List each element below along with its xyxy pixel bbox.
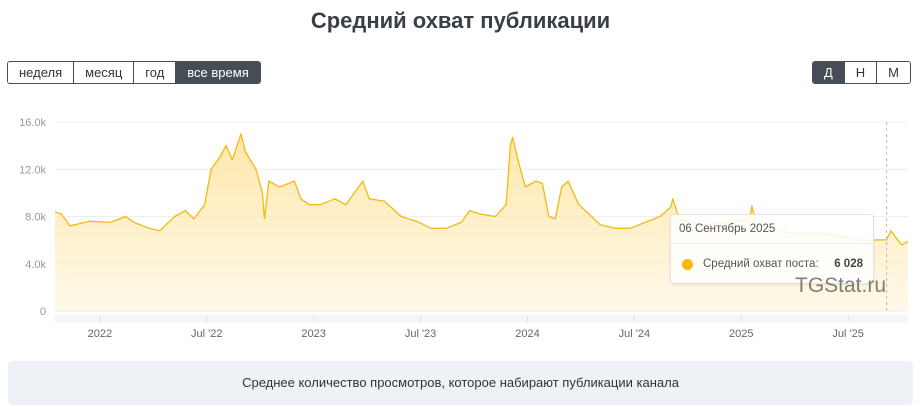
- y-tick-label: 0: [40, 306, 46, 318]
- x-tick-label: Jul '23: [405, 328, 436, 340]
- tooltip-separator: [671, 243, 873, 244]
- tooltip-series-name: Средний охват поста:: [703, 258, 819, 270]
- switch-button[interactable]: неделя: [8, 62, 74, 83]
- switch-button[interactable]: Н: [843, 62, 877, 83]
- tooltip: 06 Сентябрь 2025 Средний охват поста: 6 …: [670, 214, 874, 284]
- switch-button[interactable]: год: [133, 62, 176, 83]
- switch-button[interactable]: М: [876, 62, 910, 83]
- period-switch: неделя месяц год все время: [7, 61, 261, 84]
- chart-title: Средний охват публикации: [310, 8, 611, 33]
- switch-button[interactable]: месяц: [73, 62, 134, 83]
- y-tick-label: 4.0k: [25, 259, 46, 271]
- tooltip-value: 6 028: [834, 258, 863, 270]
- y-tick-label: 12.0k: [19, 164, 46, 176]
- y-tick-label: 16.0k: [19, 117, 46, 129]
- x-axis-band: [55, 315, 908, 323]
- tooltip-dot: [682, 259, 693, 270]
- x-tick-label: 2022: [88, 328, 112, 340]
- tooltip-date: 06 Сентябрь 2025: [679, 223, 776, 235]
- x-tick-label: 2025: [729, 328, 753, 340]
- x-tick-label: 2023: [301, 328, 325, 340]
- description: Среднее количество просмотров, которое н…: [8, 361, 913, 405]
- x-tick-label: Jul '25: [832, 328, 863, 340]
- y-tick-label: 8.0k: [25, 212, 46, 224]
- watermark: TGStat.ru: [795, 274, 887, 297]
- switch-button[interactable]: все время: [175, 62, 260, 83]
- x-tick-label: 2024: [515, 328, 539, 340]
- chart: 0 4.0k 8.0k 12.0k 16.0k 2022 Jul '22 2023 Jul '2…: [19, 117, 909, 340]
- x-tick-label: Jul '24: [619, 328, 650, 340]
- x-tick-label: Jul '22: [191, 328, 222, 340]
- switch-button[interactable]: Д: [812, 62, 844, 83]
